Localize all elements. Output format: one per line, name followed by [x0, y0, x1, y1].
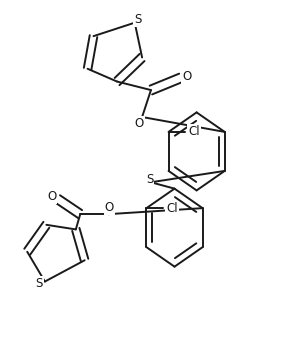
Text: S: S: [134, 12, 141, 26]
Text: S: S: [146, 173, 153, 186]
Text: Cl: Cl: [166, 201, 178, 215]
Text: O: O: [47, 190, 56, 203]
Text: O: O: [104, 200, 114, 214]
Text: O: O: [135, 117, 144, 130]
Text: O: O: [182, 70, 192, 83]
Text: S: S: [35, 277, 43, 290]
Text: Cl: Cl: [188, 125, 200, 138]
